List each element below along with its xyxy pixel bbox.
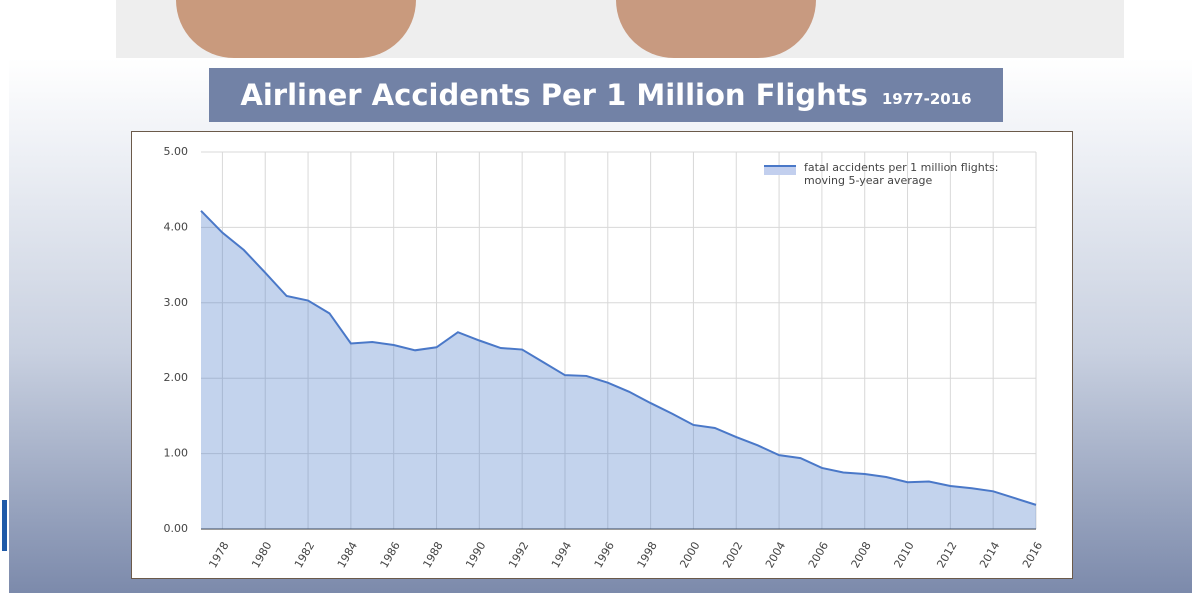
y-tick-label: 5.00 [164, 145, 189, 158]
x-tick-label: 1980 [249, 540, 274, 571]
x-tick-label: 2006 [806, 540, 831, 571]
x-tick-label: 1990 [463, 540, 488, 571]
page: Airliner Accidents Per 1 Million Flights… [0, 0, 1192, 593]
x-tick-label: 2014 [977, 539, 1002, 570]
x-tick-label: 2002 [720, 540, 745, 571]
x-tick-label: 1986 [378, 540, 403, 571]
x-tick-label: 1992 [506, 540, 531, 571]
x-tick-label: 2000 [677, 540, 702, 571]
y-tick-label: 0.00 [164, 522, 189, 535]
x-tick-label: 1998 [635, 540, 660, 571]
y-tick-label: 1.00 [164, 447, 189, 460]
y-tick-label: 3.00 [164, 296, 189, 309]
x-tick-label: 2012 [934, 540, 959, 571]
legend-swatch [764, 165, 796, 175]
x-tick-label: 2016 [1020, 540, 1045, 571]
x-tick-label: 1996 [592, 540, 617, 571]
x-tick-label: 1984 [335, 540, 360, 571]
x-tick-label: 2010 [891, 540, 916, 571]
x-tick-label: 1988 [420, 540, 445, 571]
legend-label: fatal accidents per 1 million flights: m… [804, 161, 1024, 187]
x-tick-label: 2004 [763, 540, 788, 571]
x-tick-label: 1978 [206, 540, 231, 571]
legend: fatal accidents per 1 million flights: m… [764, 161, 1024, 187]
y-tick-label: 4.00 [164, 220, 189, 233]
y-tick-label: 2.00 [164, 371, 189, 384]
chart: 0.00 1.00 2.00 3.00 4.00 5.00 1978 1980 1982 1984… [0, 0, 1192, 593]
x-tick-label: 1994 [549, 540, 574, 571]
x-tick-label: 1982 [292, 540, 317, 571]
x-tick-label: 2008 [849, 540, 874, 571]
